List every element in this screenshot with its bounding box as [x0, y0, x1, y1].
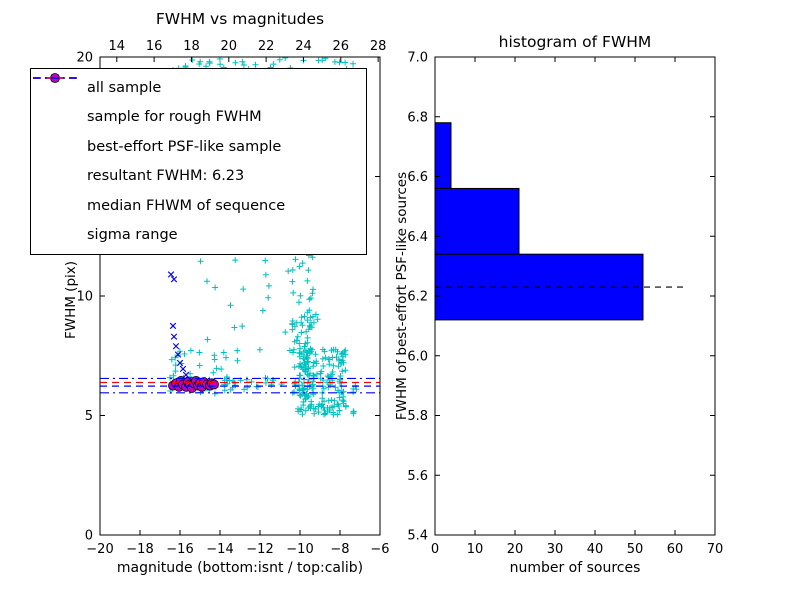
- scatter-plot-area: [100, 57, 380, 418]
- y-tick-label: 6.6: [407, 170, 428, 185]
- legend-label: sample for rough FWHM: [87, 109, 262, 126]
- y-tick-label: 10: [76, 290, 93, 305]
- histogram-bar: [434, 187, 520, 255]
- left-yaxis-label: FWHM (pix): [63, 260, 79, 340]
- legend-item-psf-sample: best-effort PSF-like sample: [31, 73, 366, 161]
- x-tick-label: 20: [507, 542, 524, 557]
- top-x-tick-label: 14: [109, 39, 126, 54]
- dashdot-marker-glyph: [33, 77, 77, 79]
- scatter-rough-fwhm: [167, 271, 196, 386]
- legend-label: best-effort PSF-like sample: [87, 138, 282, 155]
- legend-item-rough-fwhm: sample for rough FWHM: [31, 74, 366, 131]
- y-tick-label: 5.6: [407, 469, 428, 484]
- y-tick-label: 20: [76, 51, 93, 66]
- right-yaxis-label: FWHM of best-effort PSF-like sources: [394, 171, 410, 421]
- x-tick-label: 50: [627, 542, 644, 557]
- legend-item-median-fwhm: median FHWM of sequence: [31, 77, 366, 220]
- legend-item-all-sample: all sample: [31, 74, 366, 102]
- right-xaxis-label: number of sources: [509, 560, 641, 576]
- left-xaxis-label: magnitude (bottom:isnt / top:calib): [116, 560, 364, 576]
- legend-label: resultant FWHM: 6.23: [87, 168, 245, 185]
- x-tick-label: −6: [370, 542, 389, 557]
- x-tick-label: 0: [431, 542, 439, 557]
- top-x-tick-label: 22: [258, 39, 275, 54]
- scatter-psf-sample-point: [209, 379, 219, 390]
- right-plot-title: histogram of FWHM: [498, 33, 652, 51]
- y-tick-label: 6.0: [407, 349, 428, 364]
- x-tick-label: 40: [587, 542, 604, 557]
- x-tick-label: 60: [667, 542, 684, 557]
- x-tick-label: −20: [86, 542, 113, 557]
- top-x-tick-label: 18: [183, 39, 200, 54]
- legend-label: median FHWM of sequence: [87, 197, 286, 214]
- y-tick-label: 5: [85, 409, 93, 424]
- x-tick-label: −12: [246, 542, 273, 557]
- y-tick-label: 0: [85, 529, 93, 544]
- y-tick-label: 6.8: [407, 110, 428, 125]
- y-tick-label: 5.4: [407, 529, 428, 544]
- legend-label: sigma range: [87, 227, 178, 244]
- legend: all sample sample for rough FWHM best-ef…: [30, 68, 367, 255]
- legend-item-sigma-range: sigma range: [31, 77, 366, 249]
- y-tick-label: 5.8: [407, 409, 428, 424]
- top-x-tick-label: 20: [221, 39, 238, 54]
- top-x-tick-label: 28: [370, 39, 387, 54]
- y-tick-label: 7.0: [407, 51, 428, 66]
- top-x-tick-label: 26: [333, 39, 350, 54]
- histogram-bar: [434, 122, 452, 189]
- y-tick-label: 6.4: [407, 230, 428, 245]
- left-plot-title: FWHM vs magnitudes: [155, 10, 325, 28]
- legend-label: all sample: [87, 79, 162, 96]
- legend-item-resultant-fwhm: resultant FWHM: 6.23: [31, 77, 366, 190]
- x-tick-label: 70: [707, 542, 724, 557]
- x-tick-label: −14: [206, 542, 233, 557]
- y-tick-label: 6.2: [407, 290, 428, 305]
- x-tick-label: −18: [126, 542, 153, 557]
- x-tick-label: 30: [547, 542, 564, 557]
- top-x-tick-label: 16: [146, 39, 163, 54]
- x-tick-label: −16: [166, 542, 193, 557]
- x-tick-label: −8: [330, 542, 349, 557]
- x-tick-label: 10: [467, 542, 484, 557]
- x-tick-label: −10: [286, 542, 313, 557]
- top-x-tick-label: 24: [295, 39, 312, 54]
